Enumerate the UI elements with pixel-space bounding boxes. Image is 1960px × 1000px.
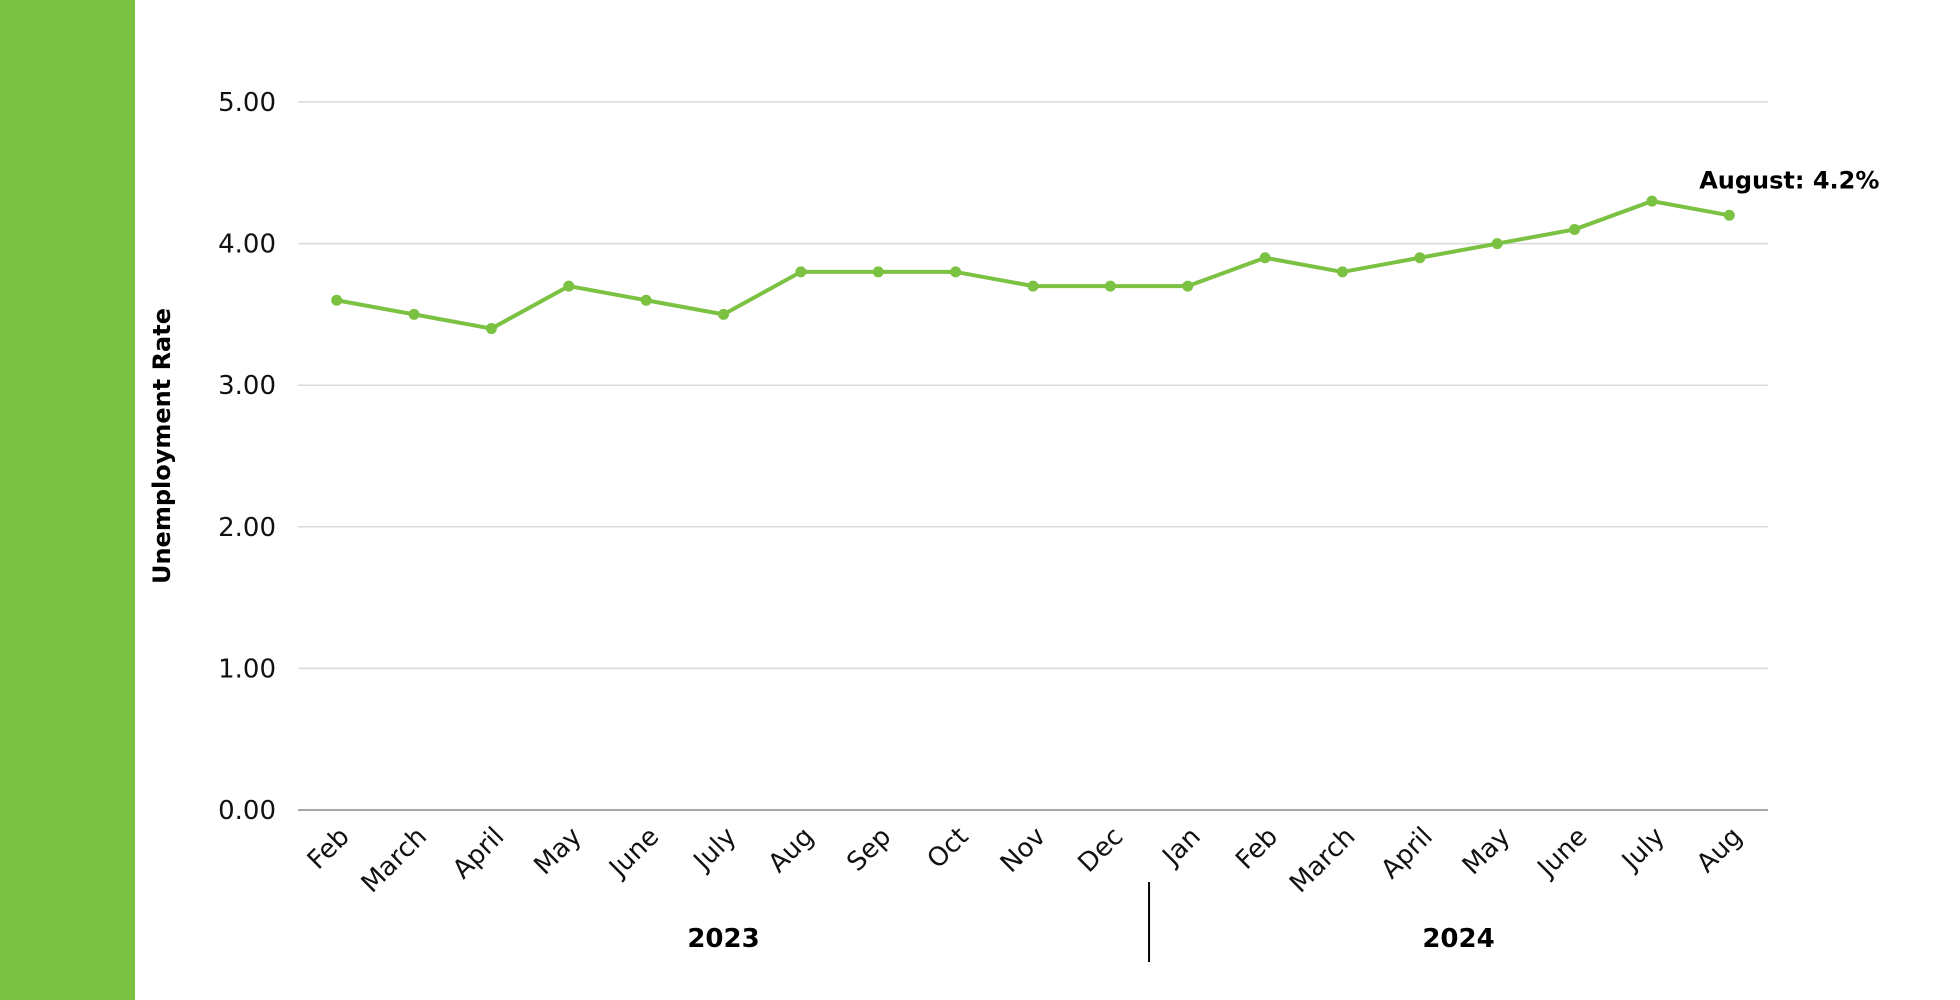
- x-tick-label: Jan: [1156, 822, 1207, 873]
- x-tick-label: April: [447, 822, 510, 885]
- data-point: [718, 308, 730, 320]
- x-tick-label: March: [356, 822, 433, 899]
- x-tick-label: Nov: [995, 822, 1052, 879]
- data-point: [795, 266, 807, 278]
- x-tick-label: March: [1284, 822, 1361, 899]
- y-tick-label: 2.00: [218, 513, 276, 543]
- left-accent-bar: [0, 0, 135, 1000]
- x-tick-label: July: [1615, 822, 1671, 878]
- x-tick-label: Dec: [1073, 822, 1130, 879]
- data-point: [1569, 223, 1581, 235]
- y-tick-label: 0.00: [218, 796, 276, 826]
- x-tick-label: June: [1531, 822, 1594, 885]
- y-tick-label: 4.00: [218, 230, 276, 260]
- data-point: [872, 266, 884, 278]
- data-point: [950, 266, 962, 278]
- y-axis-title: Unemployment Rate: [148, 308, 176, 584]
- y-tick-label: 1.00: [218, 654, 276, 684]
- x-tick-label: Feb: [302, 822, 356, 876]
- year-group-label: 2023: [687, 924, 759, 954]
- y-tick-label: 5.00: [218, 88, 276, 118]
- data-point: [1646, 195, 1658, 207]
- x-tick-label: June: [602, 822, 665, 885]
- data-point: [1491, 238, 1503, 250]
- data-point: [640, 294, 652, 306]
- data-point: [1104, 280, 1116, 292]
- x-tick-label: May: [529, 822, 588, 881]
- data-point: [1182, 280, 1194, 292]
- y-tick-label: 3.00: [218, 371, 276, 401]
- data-point: [331, 294, 343, 306]
- annotation-label: August: 4.2%: [1699, 166, 1879, 194]
- x-tick-label: Aug: [763, 822, 820, 879]
- data-point: [1414, 252, 1426, 264]
- x-tick-label: July: [687, 822, 743, 878]
- data-point: [485, 323, 497, 335]
- x-tick-label: April: [1376, 822, 1439, 885]
- data-point: [1027, 280, 1039, 292]
- data-point: [408, 308, 420, 320]
- x-tick-label: Oct: [922, 822, 975, 875]
- series-line: [336, 199, 1730, 331]
- x-tick-label: Feb: [1230, 822, 1284, 876]
- data-point: [1336, 266, 1348, 278]
- data-point: [1723, 209, 1735, 221]
- x-tick-label: May: [1457, 822, 1516, 881]
- data-point: [1259, 252, 1271, 264]
- data-point: [563, 280, 575, 292]
- x-tick-label: Sep: [841, 822, 897, 878]
- year-group-label: 2024: [1422, 924, 1494, 954]
- x-tick-label: Aug: [1691, 822, 1748, 879]
